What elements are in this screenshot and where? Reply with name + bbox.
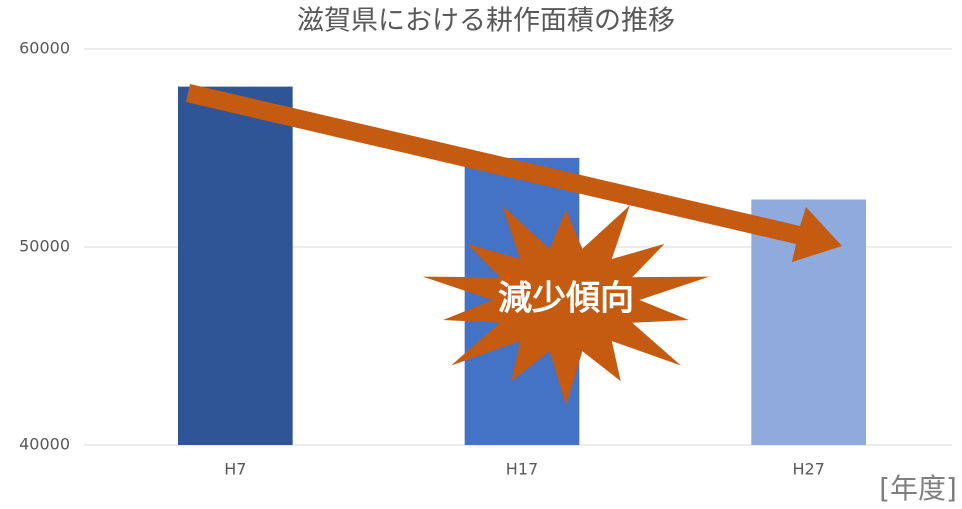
- x-tick-label: H27: [792, 460, 824, 479]
- chart-title: 滋賀県における耕作面積の推移: [297, 6, 675, 37]
- x-tick-label: H7: [224, 460, 246, 479]
- plot-area: 40000 50000 60000 H7 H17 H27: [19, 39, 952, 479]
- x-unit-label: [年度]: [879, 472, 957, 505]
- trend-arrow: [186, 84, 842, 262]
- annotation: 減少傾向: [498, 279, 634, 319]
- starburst: [422, 205, 710, 405]
- y-tick-label: 50000: [19, 237, 70, 256]
- bar: [178, 86, 293, 446]
- y-tick-label: 60000: [19, 39, 70, 58]
- y-tick-label: 40000: [19, 435, 70, 454]
- x-tick-label: H17: [506, 460, 538, 479]
